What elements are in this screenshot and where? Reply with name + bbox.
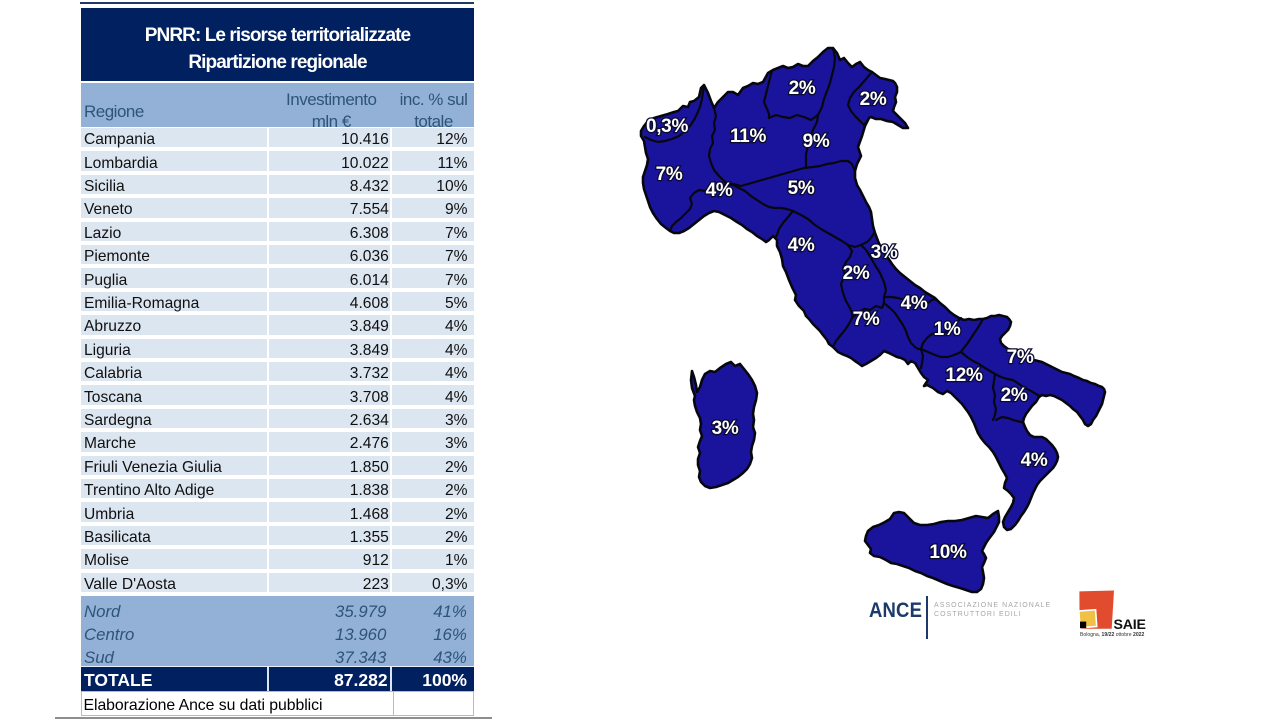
svg-text:0,3%: 0,3%: [646, 116, 689, 137]
svg-text:3%: 3%: [712, 418, 739, 439]
svg-text:10%: 10%: [929, 542, 967, 563]
svg-text:9%: 9%: [803, 131, 830, 152]
svg-text:2%: 2%: [860, 89, 887, 110]
svg-text:4%: 4%: [901, 293, 928, 314]
svg-text:Bologna, 19/22 ottobre 2022: Bologna, 19/22 ottobre 2022: [1080, 632, 1144, 638]
svg-text:12%: 12%: [945, 365, 983, 386]
svg-text:7%: 7%: [656, 164, 683, 185]
svg-text:4%: 4%: [706, 180, 733, 201]
svg-text:4%: 4%: [788, 235, 815, 256]
svg-text:2%: 2%: [1001, 385, 1028, 406]
svg-text:SAIE: SAIE: [1114, 617, 1146, 633]
svg-text:1%: 1%: [934, 319, 961, 340]
svg-text:3%: 3%: [871, 242, 898, 263]
svg-text:2%: 2%: [789, 78, 816, 99]
svg-text:7%: 7%: [853, 309, 880, 330]
svg-text:2%: 2%: [843, 263, 870, 284]
svg-text:7%: 7%: [1007, 347, 1034, 368]
svg-text:5%: 5%: [788, 178, 815, 199]
svg-text:4%: 4%: [1021, 450, 1048, 471]
svg-text:11%: 11%: [730, 126, 766, 147]
